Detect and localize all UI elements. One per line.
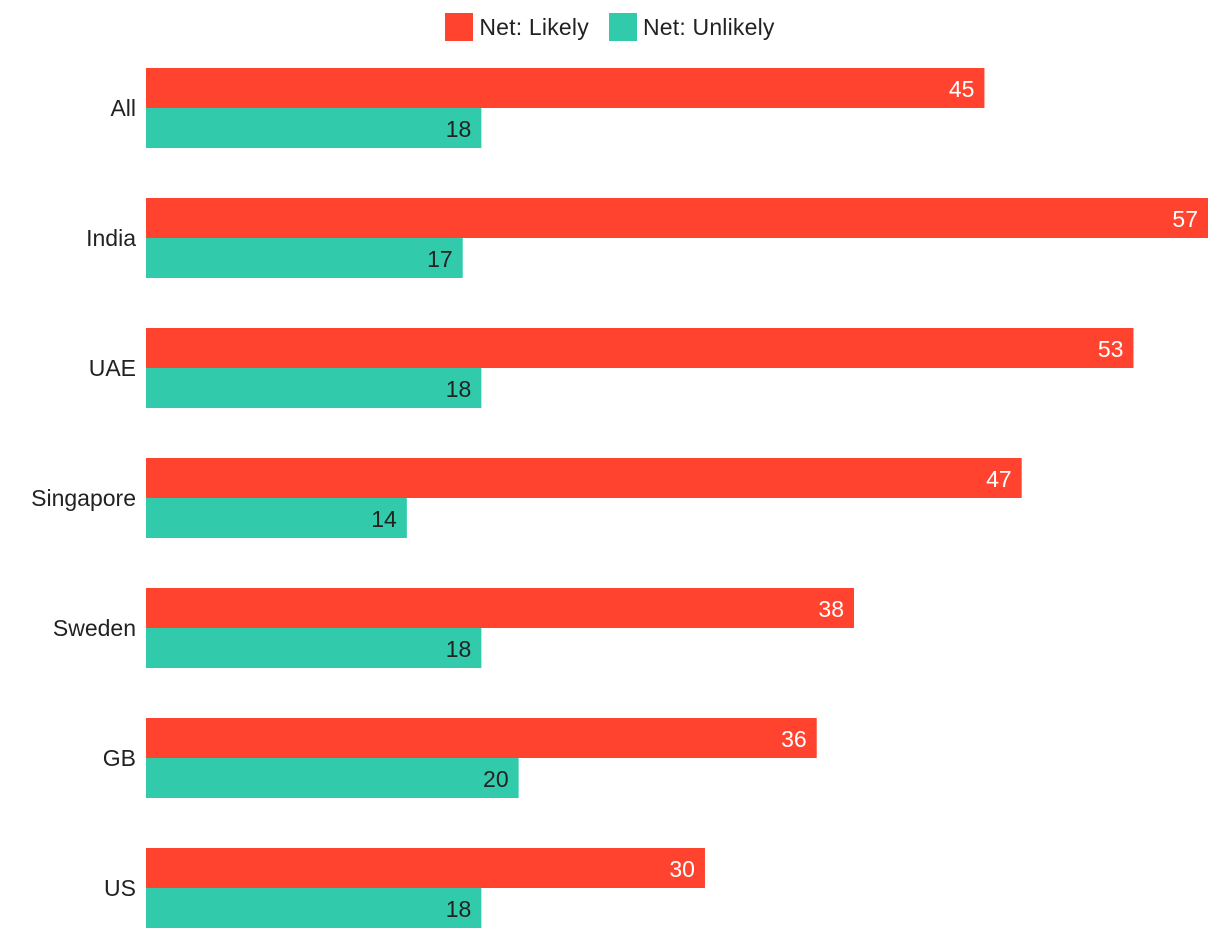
- data-label-likely: 45: [949, 76, 975, 102]
- data-label-likely: 36: [781, 726, 807, 752]
- legend-label-unlikely: Net: Unlikely: [642, 13, 775, 40]
- bar-unlikely: [146, 888, 482, 928]
- bar-unlikely: [146, 108, 482, 148]
- data-label-unlikely: 18: [446, 376, 472, 402]
- data-label-likely: 30: [669, 856, 695, 882]
- bar-unlikely: [146, 368, 482, 408]
- bar-likely: [146, 68, 985, 108]
- legend-item-likely: Net: Likely: [445, 13, 589, 41]
- category-label: Singapore: [31, 485, 136, 511]
- data-label-unlikely: 18: [446, 116, 472, 142]
- data-label-likely: 38: [818, 596, 844, 622]
- bar-likely: [146, 328, 1134, 368]
- data-label-unlikely: 18: [446, 896, 472, 922]
- bar-likely: [146, 588, 854, 628]
- category-label: Sweden: [53, 615, 136, 641]
- legend-swatch-likely: [445, 13, 474, 41]
- data-label-unlikely: 17: [427, 246, 453, 272]
- legend: Net: Likely Net: Unlikely: [0, 12, 1220, 42]
- legend-swatch-unlikely: [608, 13, 637, 41]
- category-label: India: [86, 225, 136, 251]
- bar-likely: [146, 458, 1022, 498]
- bar-unlikely: [146, 758, 519, 798]
- bar-unlikely: [146, 498, 407, 538]
- bar-unlikely: [146, 238, 463, 278]
- data-label-likely: 53: [1098, 336, 1124, 362]
- bar-likely: [146, 718, 817, 758]
- data-label-likely: 57: [1172, 206, 1198, 232]
- legend-item-unlikely: Net: Unlikely: [608, 13, 775, 41]
- category-label: GB: [103, 745, 136, 771]
- category-label: US: [104, 875, 136, 901]
- bar-likely: [146, 848, 705, 888]
- legend-label-likely: Net: Likely: [479, 13, 589, 40]
- data-label-unlikely: 14: [371, 506, 397, 532]
- category-label: All: [110, 95, 136, 121]
- bar-unlikely: [146, 628, 482, 668]
- data-label-unlikely: 20: [483, 766, 509, 792]
- bar-likely: [146, 198, 1208, 238]
- data-label-unlikely: 18: [446, 636, 472, 662]
- data-label-likely: 47: [986, 466, 1012, 492]
- category-label: UAE: [89, 355, 136, 381]
